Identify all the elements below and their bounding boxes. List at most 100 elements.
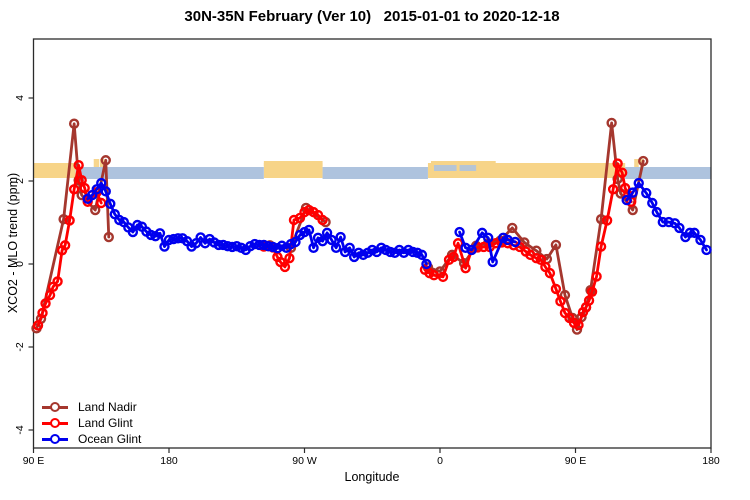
legend-label-land-nadir: Land Nadir — [78, 400, 137, 414]
data-point-land-glint — [573, 319, 584, 331]
data-point-land-glint — [478, 241, 489, 253]
data-point-land-glint — [52, 276, 63, 287]
legend-item-land-glint: Land Glint — [42, 416, 141, 430]
data-point-ocean-glint — [172, 233, 184, 244]
data-point-ocean-glint — [154, 228, 166, 239]
data-point-land-glint — [73, 160, 84, 171]
data-point-ocean-glint — [641, 187, 652, 199]
y-tick-label: 0 — [14, 261, 26, 267]
data-point-land-glint — [284, 252, 295, 264]
data-point-land-nadir — [595, 213, 607, 225]
open-circle-icon — [50, 433, 60, 444]
data-point-ocean-glint — [416, 249, 428, 261]
data-point-land-nadir — [100, 155, 111, 166]
data-point-ocean-glint — [96, 177, 107, 189]
data-point-land-glint — [595, 241, 607, 252]
y-tick-label: -4 — [14, 425, 26, 434]
data-point-ocean-glint — [105, 198, 116, 210]
data-point-ocean-glint — [407, 246, 419, 258]
legend-label-ocean-glint: Ocean Glint — [78, 432, 142, 446]
data-point-ocean-glint — [385, 246, 396, 258]
data-point-land-glint — [616, 167, 628, 178]
data-point-land-glint — [591, 271, 602, 282]
map-band-land-raised — [430, 161, 496, 166]
data-point-land-glint — [535, 254, 547, 266]
legend-label-land-glint: Land Glint — [78, 416, 133, 430]
map-band-island — [93, 159, 99, 167]
x-tick-label: 180 — [702, 455, 720, 467]
data-point-land-glint — [550, 283, 562, 295]
data-point-land-glint — [79, 182, 90, 194]
data-point-ocean-glint — [633, 177, 644, 189]
data-point-ocean-glint — [651, 206, 662, 218]
data-point-ocean-glint — [482, 232, 494, 244]
legend-marker-ocean-glint — [42, 433, 68, 445]
legend-marker-land-nadir — [42, 401, 68, 413]
map-band-land-raised — [263, 161, 323, 166]
x-tick-label: 90 E — [565, 455, 587, 467]
data-point-ocean-glint — [335, 231, 346, 243]
data-point-ocean-glint — [674, 222, 685, 234]
map-band-land — [427, 163, 626, 178]
data-point-land-glint — [607, 184, 619, 195]
data-point-land-nadir — [638, 155, 649, 167]
map-band-inland-sea — [459, 165, 477, 171]
x-tick-label: 90 W — [292, 455, 317, 467]
data-point-ocean-glint — [326, 234, 337, 246]
legend-item-ocean-glint: Ocean Glint — [42, 432, 141, 446]
map-band-island — [634, 159, 639, 167]
x-tick-label: 90 E — [23, 455, 45, 467]
data-point-land-glint — [40, 298, 51, 309]
data-point-land-glint — [437, 271, 449, 283]
data-point-ocean-glint — [344, 242, 355, 254]
legend: Land Nadir Land Glint Ocean Glint — [42, 400, 141, 446]
map-band-ocean — [322, 167, 428, 179]
data-point-land-glint — [37, 307, 48, 319]
data-point-land-nadir — [90, 204, 101, 216]
data-point-ocean-glint — [701, 244, 712, 256]
data-point-land-nadir — [550, 239, 562, 251]
data-point-ocean-glint — [100, 186, 111, 197]
data-point-land-glint — [44, 289, 56, 301]
map-band-land — [263, 163, 323, 178]
data-point-land-glint — [452, 238, 464, 249]
data-point-ocean-glint — [159, 241, 170, 252]
data-point-ocean-glint — [454, 226, 465, 238]
data-point-land-glint — [317, 214, 328, 226]
data-point-land-glint — [288, 214, 300, 226]
open-circle-icon — [50, 401, 60, 412]
map-band-land — [33, 163, 76, 178]
y-tick-label: 4 — [14, 95, 26, 101]
data-point-land-glint — [460, 262, 471, 274]
data-point-land-glint — [68, 184, 80, 195]
x-axis-label: Longitude — [344, 470, 400, 484]
data-point-ocean-glint — [487, 256, 498, 268]
data-point-land-nadir — [103, 231, 114, 243]
data-point-ocean-glint — [689, 227, 700, 239]
chart-title: 30N-35N February (Ver 10) 2015-01-01 to … — [184, 8, 560, 25]
map-band-ocean — [625, 167, 711, 179]
data-point-land-nadir — [606, 117, 617, 129]
y-tick-label: -2 — [14, 342, 26, 351]
data-point-ocean-glint — [321, 227, 333, 239]
data-point-ocean-glint — [145, 229, 157, 241]
data-point-ocean-glint — [460, 242, 471, 254]
data-point-land-glint — [279, 261, 291, 273]
data-point-ocean-glint — [695, 234, 706, 246]
data-point-land-glint — [32, 320, 44, 331]
data-point-ocean-glint — [647, 197, 658, 209]
legend-marker-land-glint — [42, 417, 68, 429]
open-circle-icon — [50, 417, 60, 428]
data-point-ocean-glint — [466, 244, 477, 256]
series-line-land-nadir — [426, 121, 645, 331]
data-point-ocean-glint — [657, 216, 669, 228]
y-tick-label: 2 — [14, 178, 26, 184]
plot-frame — [32, 38, 712, 449]
data-point-ocean-glint — [258, 239, 270, 251]
data-point-ocean-glint — [330, 242, 342, 254]
data-point-ocean-glint — [621, 194, 632, 206]
data-point-land-glint — [583, 295, 595, 306]
x-tick-label: 180 — [160, 455, 178, 467]
